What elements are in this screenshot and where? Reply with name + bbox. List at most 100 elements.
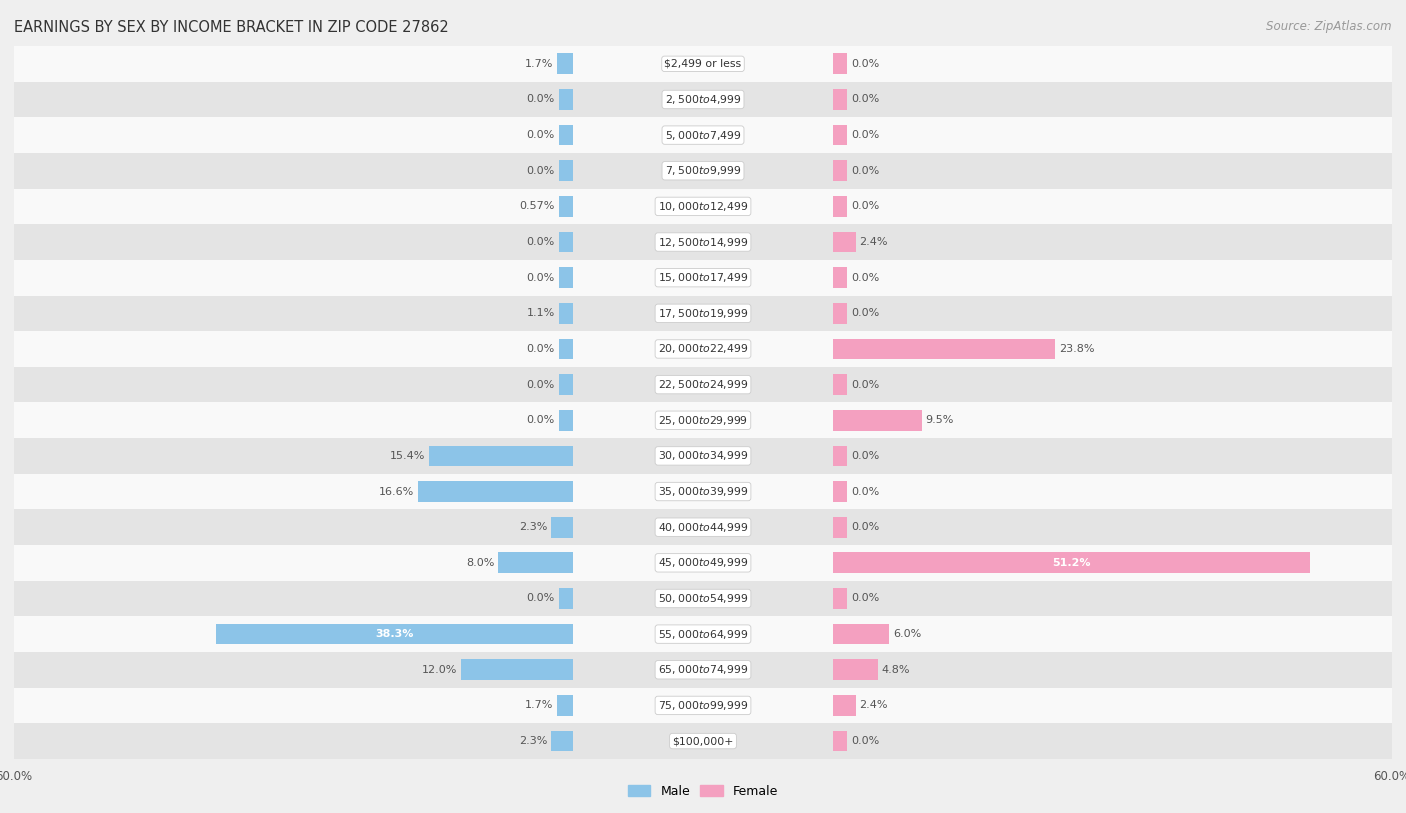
Text: $35,000 to $39,999: $35,000 to $39,999	[658, 485, 748, 498]
Text: $25,000 to $29,999: $25,000 to $29,999	[658, 414, 748, 427]
Bar	[558, 303, 572, 324]
Bar	[14, 474, 1392, 510]
Bar	[834, 553, 1310, 573]
Text: $12,500 to $14,999: $12,500 to $14,999	[658, 236, 748, 249]
Text: 2.3%: 2.3%	[519, 522, 547, 533]
Bar	[834, 303, 848, 324]
Text: 0.0%: 0.0%	[851, 380, 879, 389]
Bar	[834, 89, 848, 110]
Text: 0.0%: 0.0%	[527, 166, 555, 176]
Bar	[834, 232, 856, 252]
Text: 1.7%: 1.7%	[524, 59, 553, 69]
Text: 0.0%: 0.0%	[851, 522, 879, 533]
Text: 2.3%: 2.3%	[519, 736, 547, 746]
Bar	[557, 54, 572, 74]
Bar	[834, 446, 848, 466]
Bar	[834, 731, 848, 751]
Text: 0.0%: 0.0%	[851, 308, 879, 319]
Bar	[14, 724, 1392, 759]
Bar	[14, 46, 1392, 81]
Text: $100,000+: $100,000+	[672, 736, 734, 746]
Text: $40,000 to $44,999: $40,000 to $44,999	[658, 520, 748, 533]
Bar	[558, 267, 572, 288]
Bar	[834, 695, 856, 715]
Bar	[551, 731, 572, 751]
Text: $22,500 to $24,999: $22,500 to $24,999	[658, 378, 748, 391]
Text: 0.0%: 0.0%	[527, 94, 555, 104]
Bar	[14, 616, 1392, 652]
Bar	[558, 196, 572, 217]
Bar	[558, 339, 572, 359]
Bar	[834, 160, 848, 181]
Bar	[834, 517, 848, 537]
Text: 0.0%: 0.0%	[527, 272, 555, 283]
Bar	[834, 374, 848, 395]
Text: 0.0%: 0.0%	[851, 593, 879, 603]
Text: 0.0%: 0.0%	[851, 130, 879, 140]
Bar	[834, 339, 1054, 359]
Bar	[834, 624, 889, 645]
Text: 0.0%: 0.0%	[527, 380, 555, 389]
Text: 0.0%: 0.0%	[851, 272, 879, 283]
Bar	[834, 588, 848, 609]
Text: $2,499 or less: $2,499 or less	[665, 59, 741, 69]
Bar	[834, 267, 848, 288]
Text: 23.8%: 23.8%	[1059, 344, 1094, 354]
Bar	[557, 695, 572, 715]
Text: Source: ZipAtlas.com: Source: ZipAtlas.com	[1267, 20, 1392, 33]
Bar	[429, 446, 572, 466]
Bar	[14, 367, 1392, 402]
Bar	[834, 196, 848, 217]
Text: 0.0%: 0.0%	[527, 344, 555, 354]
Text: 0.0%: 0.0%	[851, 59, 879, 69]
Text: 38.3%: 38.3%	[375, 629, 413, 639]
Text: 4.8%: 4.8%	[882, 665, 910, 675]
Text: 6.0%: 6.0%	[893, 629, 921, 639]
Text: $17,500 to $19,999: $17,500 to $19,999	[658, 307, 748, 320]
Text: 0.0%: 0.0%	[527, 593, 555, 603]
Bar	[14, 331, 1392, 367]
Text: 0.0%: 0.0%	[851, 451, 879, 461]
Text: $10,000 to $12,499: $10,000 to $12,499	[658, 200, 748, 213]
Bar	[14, 81, 1392, 117]
Text: 15.4%: 15.4%	[391, 451, 426, 461]
Bar	[558, 588, 572, 609]
Text: $20,000 to $22,499: $20,000 to $22,499	[658, 342, 748, 355]
Text: 16.6%: 16.6%	[380, 486, 415, 497]
Text: $7,500 to $9,999: $7,500 to $9,999	[665, 164, 741, 177]
Text: $15,000 to $17,499: $15,000 to $17,499	[658, 272, 748, 285]
Text: 0.0%: 0.0%	[851, 202, 879, 211]
Bar	[217, 624, 572, 645]
Bar	[558, 160, 572, 181]
Text: 2.4%: 2.4%	[859, 237, 889, 247]
Bar	[14, 580, 1392, 616]
Text: 2.4%: 2.4%	[859, 701, 889, 711]
Bar	[14, 189, 1392, 224]
Text: 51.2%: 51.2%	[1053, 558, 1091, 567]
Text: $50,000 to $54,999: $50,000 to $54,999	[658, 592, 748, 605]
Text: $5,000 to $7,499: $5,000 to $7,499	[665, 128, 741, 141]
Text: 0.0%: 0.0%	[851, 94, 879, 104]
Bar	[558, 374, 572, 395]
Bar	[558, 232, 572, 252]
Legend: Male, Female: Male, Female	[628, 785, 778, 798]
Text: 9.5%: 9.5%	[925, 415, 953, 425]
Bar	[14, 117, 1392, 153]
Text: $55,000 to $64,999: $55,000 to $64,999	[658, 628, 748, 641]
Bar	[14, 688, 1392, 724]
Bar	[834, 124, 848, 146]
Text: 0.0%: 0.0%	[851, 736, 879, 746]
Bar	[551, 517, 572, 537]
Text: EARNINGS BY SEX BY INCOME BRACKET IN ZIP CODE 27862: EARNINGS BY SEX BY INCOME BRACKET IN ZIP…	[14, 20, 449, 35]
Bar	[14, 295, 1392, 331]
Bar	[14, 224, 1392, 260]
Bar	[498, 553, 572, 573]
Bar	[834, 481, 848, 502]
Text: 0.0%: 0.0%	[527, 130, 555, 140]
Text: 0.0%: 0.0%	[527, 237, 555, 247]
Bar	[14, 402, 1392, 438]
Text: 0.0%: 0.0%	[851, 486, 879, 497]
Text: 1.7%: 1.7%	[524, 701, 553, 711]
Text: $30,000 to $34,999: $30,000 to $34,999	[658, 450, 748, 463]
Bar	[14, 652, 1392, 688]
